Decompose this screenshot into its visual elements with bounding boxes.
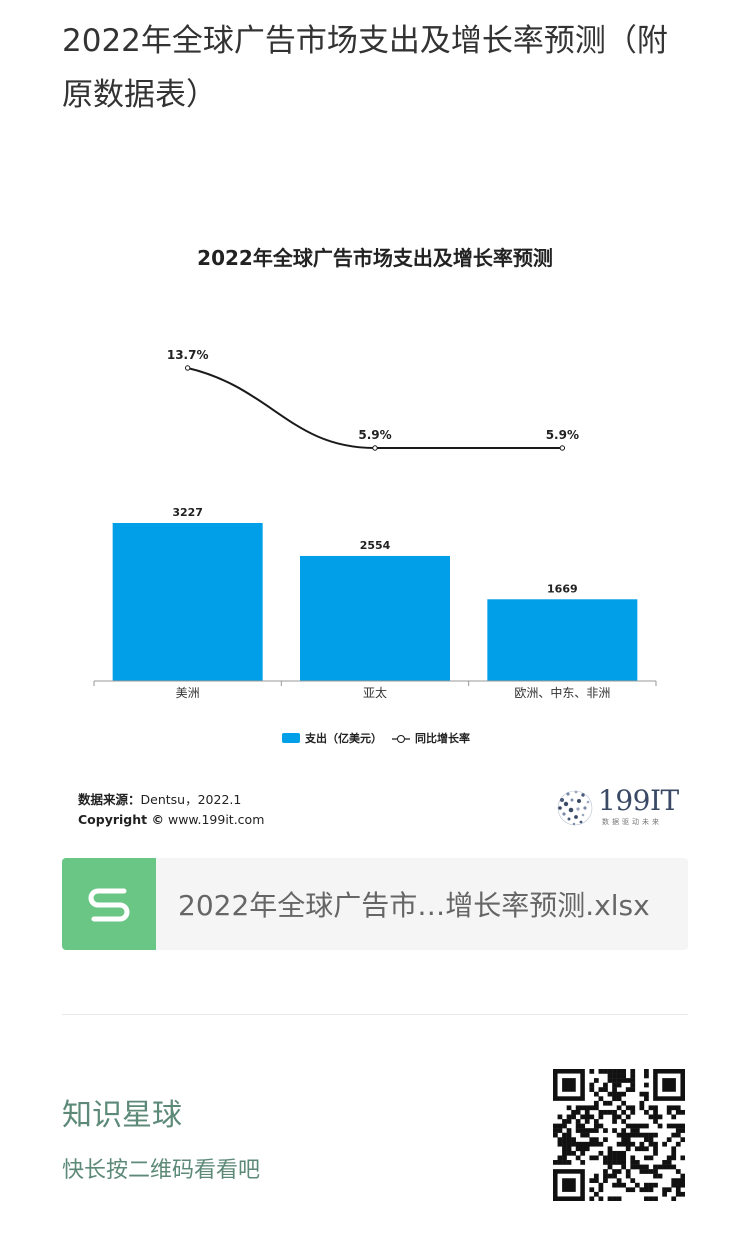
- source-label: 数据来源：: [78, 792, 141, 807]
- copyright-value: www.199it.com: [167, 812, 265, 827]
- file-attachment[interactable]: 2022年全球广告市…增长率预测.xlsx: [62, 858, 688, 950]
- chart-card: 2022年全球广告市场支出及增长率预测 3227 2554 1669 13.7% 5.…: [62, 225, 688, 845]
- legend-label-bar: 支出（亿美元）: [304, 731, 382, 745]
- growth-point-2: [372, 445, 378, 451]
- chart-title: 2022年全球广告市场支出及增长率预测: [197, 246, 553, 270]
- divider: [62, 1014, 688, 1015]
- logo-name: 199IT: [598, 784, 679, 817]
- chart: 2022年全球广告市场支出及增长率预测 3227 2554 1669 13.7% 5.…: [93, 246, 657, 745]
- growth-point-1: [184, 365, 191, 371]
- brand-logo: 199IT 数据驱动未来: [552, 784, 682, 830]
- legend-swatch-marker: [397, 735, 405, 743]
- legend: 支出（亿美元） 同比增长率: [282, 731, 470, 745]
- source-block: 数据来源：Dentsu，2022.1 Copyright © www.199it…: [78, 790, 264, 830]
- line-layer: 13.7% 5.9% 5.9%: [167, 348, 579, 451]
- qr-code-icon[interactable]: [553, 1069, 685, 1201]
- x-tick-label: 亚太: [363, 685, 387, 700]
- legend-label-line: 同比增长率: [415, 731, 470, 745]
- spreadsheet-s-icon: [62, 858, 156, 950]
- logo-tagline: 数据驱动未来: [602, 818, 662, 826]
- planet-subtitle: 快长按二维码看看吧: [62, 1158, 261, 1183]
- bar-3: [487, 599, 638, 681]
- bars-layer: 3227 2554 1669: [112, 506, 638, 681]
- bar-value-label: 3227: [172, 506, 203, 519]
- bar-1: [112, 523, 263, 681]
- planet-name: 知识星球: [62, 1098, 182, 1133]
- x-tick-label: 美洲: [176, 686, 200, 700]
- legend-swatch-bar: [282, 733, 300, 743]
- growth-value-label: 5.9%: [358, 428, 391, 442]
- growth-value-label: 13.7%: [167, 348, 209, 362]
- source-value: Dentsu，2022.1: [140, 792, 242, 807]
- dot-globe-icon: [557, 790, 593, 826]
- growth-value-label: 5.9%: [546, 428, 579, 442]
- file-name[interactable]: 2022年全球广告市…增长率预测.xlsx: [178, 889, 650, 922]
- x-axis: 美洲 亚太 欧洲、中东、非洲: [93, 680, 657, 700]
- bar-2: [300, 555, 450, 681]
- bar-value-label: 2554: [360, 539, 391, 552]
- copyright-label: Copyright ©: [78, 812, 164, 827]
- bar-value-label: 1669: [547, 582, 578, 595]
- x-tick-label: 欧洲、中东、非洲: [514, 685, 610, 700]
- growth-point-3: [559, 445, 566, 451]
- page-title: 2022年全球广告市场支出及增长率预测（附原数据表）: [62, 23, 668, 113]
